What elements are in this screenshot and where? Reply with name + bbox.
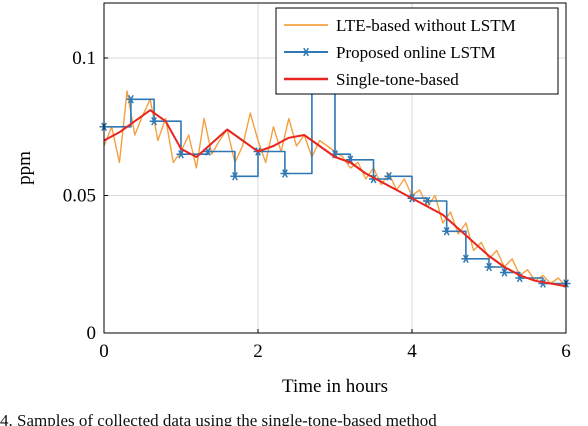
- series-marker: [330, 150, 340, 159]
- y-axis-label: ppm: [14, 151, 35, 185]
- y-tick-label: 0.1: [72, 48, 96, 69]
- series-marker: [422, 196, 432, 206]
- y-tick-label: 0.05: [63, 186, 96, 207]
- series-marker: [149, 117, 159, 126]
- series-marker: [538, 279, 548, 288]
- series-marker: [203, 147, 213, 156]
- series-marker: [176, 150, 186, 159]
- x-axis-label: Time in hours: [282, 376, 388, 397]
- x-tick-label: 6: [561, 341, 571, 362]
- x-tick-label: 2: [253, 341, 263, 362]
- plot-frame: [103, 2, 567, 334]
- series-marker: [499, 268, 509, 277]
- x-tick-label: 4: [407, 341, 417, 362]
- series-marker: [230, 172, 240, 181]
- series-marker: [461, 254, 471, 263]
- series-line-3: [103, 109, 567, 288]
- series-marker: [442, 227, 452, 236]
- series-marker: [369, 174, 378, 184]
- chart: 0 2 4 6 0 0.05 0.1 ppm Time in hours LTE-based…: [14, 2, 571, 397]
- series-marker: [384, 172, 394, 181]
- legend-label: LTE-based without LSTM: [336, 16, 516, 35]
- legend: LTE-based without LSTM Proposed online LS…: [275, 7, 559, 95]
- series-marker: [126, 95, 136, 104]
- y-tick-label: 0: [87, 323, 97, 344]
- series-marker: [484, 262, 494, 272]
- series-marker: [515, 273, 525, 283]
- legend-label: Single-tone-based: [336, 70, 459, 89]
- legend-label: Proposed online LSTM: [336, 43, 496, 62]
- series-line-2: [104, 82, 566, 285]
- series-marker: [345, 155, 355, 164]
- x-tick-label: 0: [99, 341, 109, 362]
- series-marker: [280, 169, 290, 178]
- legend-marker: [301, 47, 311, 57]
- figure-caption: 4. Samples of collected data using the s…: [0, 412, 437, 426]
- ticks: 0 2 4 6 0 0.05 0.1: [63, 48, 571, 362]
- series-layer: [99, 78, 571, 288]
